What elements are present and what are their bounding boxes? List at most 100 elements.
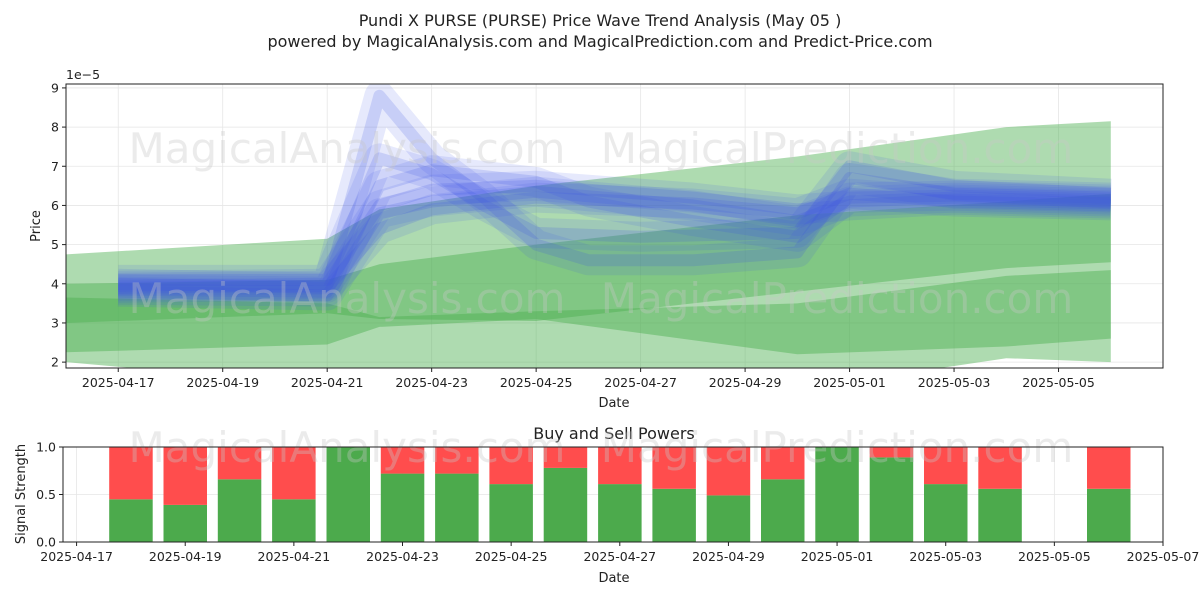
- x-tick-label: 2025-04-21: [258, 549, 331, 564]
- buy-bar: [380, 473, 425, 542]
- x-tick-label: 2025-05-07: [1127, 549, 1200, 564]
- y-scale-label: 1e−5: [66, 67, 100, 82]
- y-tick-label: 6: [51, 198, 59, 213]
- powers-x-label: Date: [598, 571, 629, 586]
- powers-axis-ticks: 2025-04-17 2025-04-19 2025-04-21 2025-04-23…: [36, 440, 1199, 565]
- buy-bar: [163, 504, 207, 542]
- x-tick-label: 2025-04-27: [604, 375, 677, 390]
- price-wave: [118, 170, 1112, 301]
- price-wave-core: [118, 164, 1111, 298]
- price-wave-core: [118, 185, 1111, 302]
- price-axis-ticks: 2025-04-17 2025-04-19 2025-04-21 2025-04-23…: [51, 80, 1095, 390]
- sell-bar: [163, 447, 207, 505]
- x-tick-label: 2025-05-01: [801, 549, 874, 564]
- buy-bar: [652, 488, 696, 542]
- buy-bar: [1087, 488, 1131, 542]
- buy-bar: [435, 473, 479, 542]
- price-y-label: Price: [29, 210, 44, 242]
- price-grid: [66, 84, 1163, 368]
- y-tick-label: 9: [51, 80, 59, 95]
- buy-bar: [543, 467, 588, 542]
- x-tick-label: 2025-04-19: [186, 375, 259, 390]
- sell-bar: [543, 447, 588, 468]
- sell-bar: [761, 447, 805, 480]
- x-tick-label: 2025-04-27: [583, 549, 656, 564]
- x-tick-label: 2025-05-03: [909, 549, 982, 564]
- trend-band: [66, 270, 1111, 355]
- x-tick-label: 2025-04-29: [709, 375, 782, 390]
- y-tick-label: 7: [51, 159, 59, 174]
- x-tick-label: 2025-04-17: [40, 549, 113, 564]
- price-wave: [118, 84, 1112, 303]
- x-tick-label: 2025-05-03: [918, 375, 991, 390]
- buy-bar: [217, 479, 262, 542]
- buy-bar: [978, 488, 1022, 542]
- x-tick-label: 2025-04-21: [291, 375, 364, 390]
- x-tick-label: 2025-05-05: [1018, 549, 1091, 564]
- price-x-label: Date: [598, 396, 629, 411]
- x-tick-label: 2025-04-19: [149, 549, 222, 564]
- y-tick-label: 8: [51, 120, 59, 135]
- buy-bar: [272, 499, 316, 542]
- buy-bar: [109, 499, 153, 542]
- watermarks-top: MagicalAnalysis.com MagicalPrediction.co…: [129, 124, 1074, 323]
- powers-title: Buy and Sell Powers: [533, 424, 695, 443]
- sell-bar: [217, 447, 262, 480]
- x-tick-label: 2025-04-25: [500, 375, 573, 390]
- sell-bar: [706, 447, 751, 496]
- watermark-text: MagicalPrediction.com: [601, 124, 1074, 173]
- price-wave-core: [118, 187, 1111, 294]
- y-tick-label: 1.0: [36, 440, 56, 455]
- trend-band: [66, 121, 1111, 368]
- buy-bar: [706, 495, 751, 542]
- x-tick-label: 2025-04-17: [82, 375, 155, 390]
- y-tick-label: 0.0: [36, 535, 56, 550]
- y-tick-label: 4: [51, 276, 59, 291]
- powers-y-label: Signal Strength: [14, 444, 29, 544]
- trend-band: [66, 193, 1111, 323]
- buy-bar: [761, 479, 805, 542]
- sell-bar: [978, 447, 1022, 489]
- price-wave-core: [118, 152, 1112, 286]
- price-wave: [117, 178, 1112, 303]
- x-tick-label: 2025-05-05: [1022, 375, 1095, 390]
- y-tick-label: 2: [51, 355, 59, 370]
- watermark-text: MagicalAnalysis.com: [129, 274, 566, 323]
- price-wave: [118, 143, 1112, 295]
- price-wave-core: [118, 89, 1111, 294]
- sell-bar: [109, 447, 153, 500]
- watermark-text: MagicalAnalysis.com: [129, 124, 566, 173]
- sell-bar: [869, 447, 914, 458]
- x-tick-label: 2025-04-29: [692, 549, 765, 564]
- trend-bands: [66, 121, 1111, 368]
- y-tick-label: 3: [51, 315, 59, 330]
- price-wave: [117, 176, 1112, 311]
- buy-bar: [924, 484, 968, 542]
- y-tick-label: 0.5: [36, 487, 56, 502]
- y-tick-label: 5: [51, 237, 59, 252]
- buy-bar: [489, 484, 533, 542]
- sell-bar: [489, 447, 533, 485]
- price-axes-frame: [65, 83, 1164, 369]
- x-tick-label: 2025-04-23: [395, 375, 468, 390]
- sell-bar: [598, 447, 642, 485]
- buy-bar: [869, 457, 914, 542]
- price-wave: [118, 155, 1112, 307]
- chart-title: Pundi X PURSE (PURSE) Price Wave Trend A…: [359, 11, 842, 30]
- sell-bar: [380, 447, 425, 474]
- x-tick-label: 2025-05-01: [813, 375, 886, 390]
- sell-bar: [272, 447, 316, 500]
- x-tick-label: 2025-04-23: [366, 549, 439, 564]
- sell-bar: [924, 447, 968, 485]
- sell-bar: [1087, 447, 1131, 489]
- buy-bar: [598, 484, 642, 542]
- powers-bars: [109, 447, 1131, 542]
- x-tick-label: 2025-04-25: [475, 549, 548, 564]
- chart-subtitle: powered by MagicalAnalysis.com and Magic…: [267, 32, 932, 51]
- buy-bar: [815, 447, 859, 542]
- sell-bar: [652, 447, 696, 489]
- price-waves: [117, 84, 1112, 311]
- price-wave-core: [118, 179, 1111, 292]
